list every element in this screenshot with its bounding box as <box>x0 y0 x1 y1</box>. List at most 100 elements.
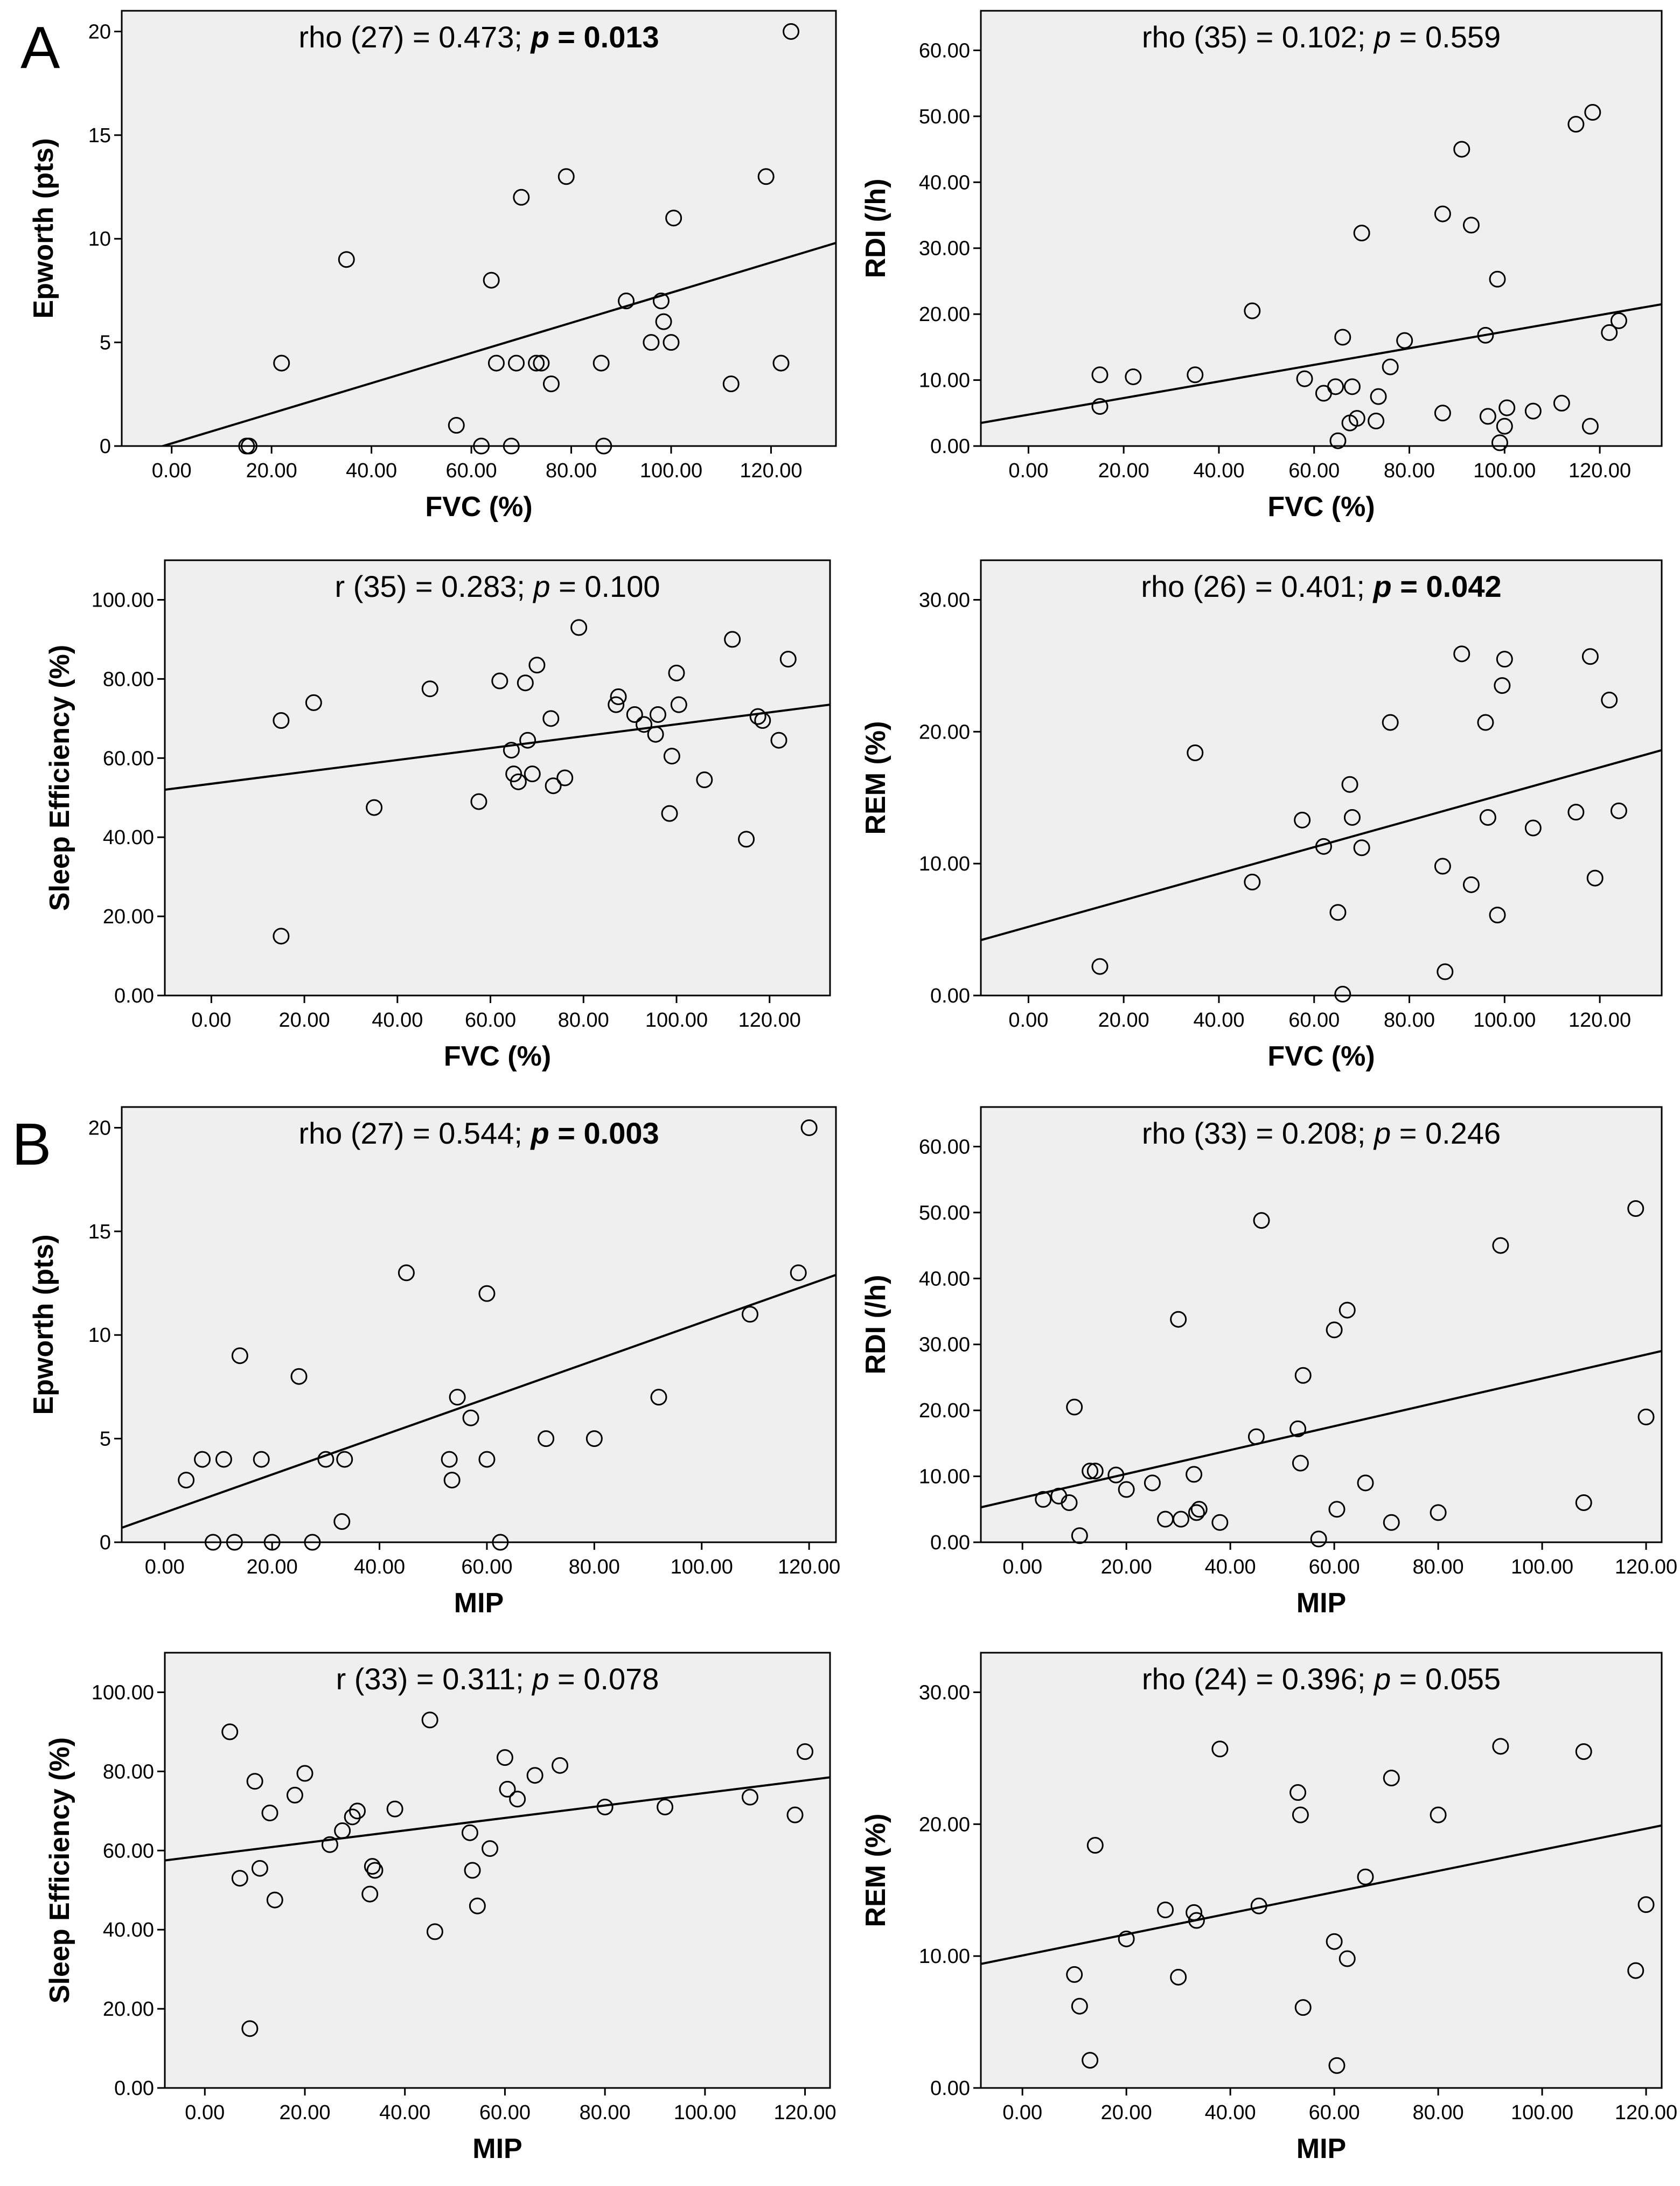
data-point <box>1292 1454 1309 1472</box>
data-point <box>1357 1868 1374 1885</box>
data-point <box>1294 1999 1312 2016</box>
data-point <box>1584 104 1601 121</box>
plot-area <box>121 10 837 447</box>
data-point <box>1329 432 1347 449</box>
x-tick-label: 100.00 <box>671 1556 733 1578</box>
data-point <box>1477 714 1494 731</box>
data-point <box>241 2020 259 2037</box>
y-tick-label: 30.00 <box>919 1681 970 1704</box>
annotation-p-value: = 0.013 <box>549 20 659 54</box>
data-point <box>1586 869 1604 887</box>
data-point <box>443 1472 461 1489</box>
data-point <box>542 375 560 393</box>
data-point <box>1066 1966 1083 1983</box>
x-tick-label: 80.00 <box>580 2101 631 2124</box>
y-tick-label: 80.00 <box>103 1760 154 1783</box>
data-point <box>1453 141 1470 158</box>
data-point <box>461 1824 478 1841</box>
data-point <box>1292 1806 1309 1823</box>
chart-a2: 0.00 20.00 40.00 60.00 80.00 100.00 120.00 0.00… <box>860 10 1663 523</box>
x-tick-label: 100.00 <box>674 2101 736 2124</box>
annotation-stat: rho (35) = 0.102; <box>1142 20 1374 54</box>
data-point <box>1328 1501 1346 1518</box>
data-point <box>344 1808 361 1826</box>
y-tick-label: 50.00 <box>919 1202 970 1224</box>
annotation-stat: rho (24) = 0.396; <box>1142 1662 1374 1696</box>
annotation-p-value: = 0.100 <box>550 569 660 603</box>
plot-area <box>980 1106 1663 1543</box>
data-point <box>1315 838 1332 855</box>
data-point <box>508 354 525 372</box>
annotation-stat: rho (27) = 0.473; <box>298 20 531 54</box>
x-tick-label: 40.00 <box>1193 1009 1244 1032</box>
data-point <box>1489 907 1506 924</box>
data-point <box>610 688 627 705</box>
x-tick-label: 0.00 <box>191 1009 231 1032</box>
data-point <box>608 696 625 713</box>
data-point <box>1343 378 1361 395</box>
data-point <box>1186 1904 1203 1921</box>
data-point <box>663 334 680 351</box>
data-point <box>517 674 534 692</box>
x-tick-label: 120.00 <box>738 1009 801 1032</box>
x-tick-label: 40.00 <box>354 1556 405 1578</box>
x-tick-label: 40.00 <box>372 1009 423 1032</box>
chart-b2: 0.00 20.00 40.00 60.00 80.00 100.00 120.00 0.00… <box>860 1106 1677 1619</box>
data-point <box>533 354 550 372</box>
x-tick-label: 60.00 <box>1309 2101 1360 2124</box>
data-point <box>1211 1741 1229 1758</box>
chart-a4: 0.00 20.00 40.00 60.00 80.00 100.00 120.00 0.00… <box>860 559 1663 1072</box>
x-tick-label: 120.00 <box>773 2101 836 2124</box>
y-tick-label: 80.00 <box>103 668 154 691</box>
data-point <box>226 1534 243 1551</box>
regression-line <box>165 704 830 791</box>
correlation-annotation: rho (33) = 0.208; p = 0.246 <box>1142 1116 1501 1150</box>
data-point <box>722 375 740 393</box>
x-tick-label: 80.00 <box>1384 1009 1435 1032</box>
regression-line <box>981 1350 1662 1509</box>
regression-line <box>981 1824 1662 1965</box>
data-point <box>204 1534 221 1551</box>
data-point <box>317 1451 334 1468</box>
data-point <box>231 1347 248 1364</box>
y-tick-label: 30.00 <box>919 238 970 260</box>
y-axis-title: Sleep Efficiency (%) <box>44 1737 75 2003</box>
plot-area <box>164 559 831 997</box>
annotation-p-label: p <box>1372 569 1391 603</box>
data-point <box>1118 1481 1135 1498</box>
data-point <box>1211 1514 1229 1531</box>
y-tick-label: 0.00 <box>930 435 970 458</box>
y-tick-label: 20.00 <box>919 1813 970 1836</box>
data-point <box>286 1786 303 1804</box>
y-tick-label: 40.00 <box>103 1919 154 1941</box>
x-tick-label: 40.00 <box>1205 1556 1256 1578</box>
x-tick-label: 120.00 <box>1569 460 1631 482</box>
data-point <box>1188 1912 1205 1929</box>
data-point <box>526 1767 543 1784</box>
data-point <box>1396 332 1413 349</box>
data-point <box>1610 312 1627 329</box>
data-point <box>1188 1504 1205 1521</box>
y-tick-label: 30.00 <box>919 589 970 611</box>
data-point <box>1524 402 1542 420</box>
data-point <box>595 437 612 455</box>
y-tick-label: 20.00 <box>919 303 970 326</box>
data-point <box>231 1870 248 1887</box>
chart-a3: 0.00 20.00 40.00 60.00 80.00 100.00 120.00 0.00… <box>44 559 831 1072</box>
x-tick-label: 80.00 <box>1413 1556 1464 1578</box>
data-point <box>1066 1398 1083 1416</box>
data-point <box>741 1306 758 1323</box>
x-tick-label: 100.00 <box>1473 460 1536 482</box>
data-point <box>1567 804 1585 821</box>
data-point <box>491 672 508 690</box>
data-point <box>1383 1514 1400 1531</box>
x-axis-title: MIP <box>472 2133 522 2164</box>
data-point <box>786 1806 804 1823</box>
data-point <box>754 712 771 729</box>
data-point <box>1247 1428 1265 1445</box>
data-point <box>650 1389 667 1406</box>
data-point <box>263 1534 281 1551</box>
data-point <box>509 1791 526 1808</box>
data-point <box>246 1773 263 1790</box>
data-point <box>1334 329 1351 346</box>
